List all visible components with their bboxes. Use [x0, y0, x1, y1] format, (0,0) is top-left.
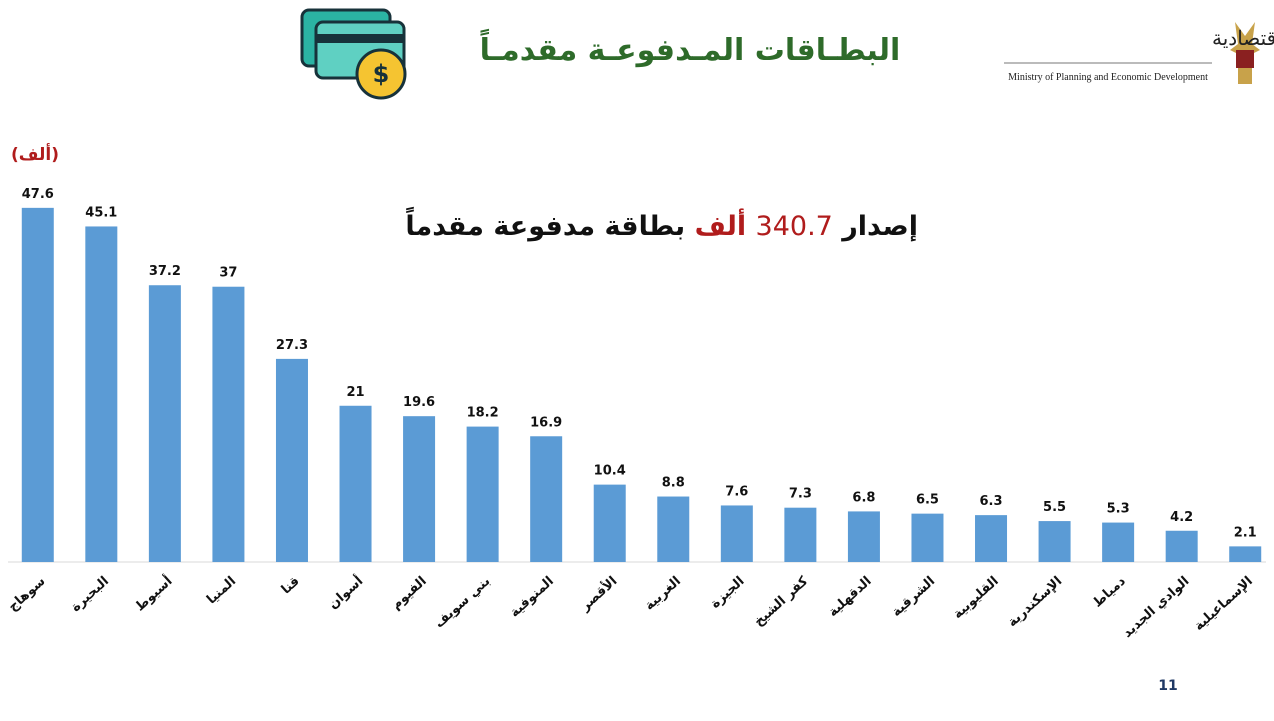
value-label: 19.6	[403, 395, 435, 410]
ministry-name-en: Ministry of Planning and Economic Develo…	[1008, 72, 1208, 83]
x-tick-label: كفر الشيخ	[751, 574, 811, 630]
x-tick-label: قنا	[279, 574, 303, 598]
x-tick-label: دمياط	[1090, 574, 1129, 611]
value-label: 37.2	[149, 264, 181, 279]
bar	[21, 207, 54, 562]
headline-total: 340.7	[756, 211, 833, 242]
page-number: 11	[1158, 678, 1177, 694]
x-tick-label: أسوان	[324, 572, 366, 612]
x-tick-label: القليوبية	[950, 574, 1001, 622]
bar	[1229, 546, 1262, 562]
bar	[466, 426, 499, 562]
bar	[657, 496, 690, 562]
x-tick-label: الغربية	[642, 574, 684, 614]
plot: سوهاج 47.6 البحيرة 45.1 أسيوط 37.2 المنيا 37 قنا…	[6, 187, 1266, 641]
value-label: 47.6	[22, 187, 54, 202]
value-label: 5.5	[1043, 500, 1066, 515]
x-tick-label: المنيا	[204, 574, 239, 608]
x-tick-label: الأقصر	[576, 572, 620, 614]
value-label: 37	[219, 266, 237, 281]
value-label: 21	[346, 385, 364, 400]
bar	[847, 511, 880, 562]
value-label: 18.2	[467, 406, 499, 421]
card-icon: $	[300, 8, 407, 100]
x-tick-label: الفيوم	[389, 574, 430, 613]
bar	[148, 285, 181, 562]
bar	[530, 436, 563, 562]
x-tick-label: أسيوط	[131, 572, 175, 614]
headline: إصدار 340.7 ألف بطاقة مدفوعة مقدماً	[405, 206, 918, 242]
value-label: 27.3	[276, 338, 308, 353]
value-label: 5.3	[1107, 502, 1130, 517]
x-tick-label: الإسماعيلية	[1191, 574, 1255, 634]
value-label: 6.5	[916, 493, 939, 508]
bar	[1038, 521, 1071, 562]
unit-label: (ألف)	[11, 143, 59, 165]
bar	[784, 507, 817, 562]
bar	[1165, 530, 1198, 562]
value-label: 45.1	[85, 205, 117, 220]
x-tick-label: الجيزة	[708, 574, 748, 612]
x-tick-label: الشرقية	[889, 574, 938, 620]
bar	[85, 226, 118, 562]
value-label: 7.6	[725, 484, 748, 499]
bar	[975, 515, 1008, 562]
value-label: 6.3	[980, 494, 1003, 509]
value-label: 2.1	[1234, 525, 1257, 540]
value-label: 7.3	[789, 487, 812, 502]
chart-title: البطـاقات المـدفوعـة مقدمـاً	[480, 28, 901, 68]
value-label: 8.8	[662, 476, 685, 491]
value-label: 16.9	[530, 415, 562, 430]
ministry-name-ar: وزارة التخطيط والتنمية الاقتصادية	[1212, 26, 1274, 50]
x-tick-label: المنوفية	[507, 574, 557, 621]
svg-text:$: $	[373, 60, 390, 88]
headline-suffix: بطاقة مدفوعة مقدماً	[405, 206, 685, 242]
headline-unit: ألف	[695, 208, 747, 242]
value-label: 10.4	[594, 464, 626, 479]
value-label: 6.8	[852, 490, 875, 505]
x-tick-label: الوادي الجديد	[1120, 574, 1192, 641]
bar	[212, 286, 245, 562]
bar	[403, 416, 436, 562]
x-tick-label: الدقهلية	[826, 574, 875, 620]
bar	[1102, 522, 1135, 562]
bar	[911, 513, 944, 562]
bar	[339, 405, 372, 562]
ministry-logo	[1230, 22, 1260, 84]
bar	[720, 505, 753, 562]
value-label: 4.2	[1170, 510, 1193, 525]
x-tick-label: البحيرة	[68, 574, 112, 615]
bar	[275, 358, 308, 562]
x-tick-label: الإسكندرية	[1005, 574, 1065, 630]
x-tick-label: بني سويف	[432, 574, 493, 631]
bar	[593, 484, 626, 562]
x-tick-label: سوهاج	[6, 574, 49, 615]
headline-prefix: إصدار	[840, 211, 918, 242]
